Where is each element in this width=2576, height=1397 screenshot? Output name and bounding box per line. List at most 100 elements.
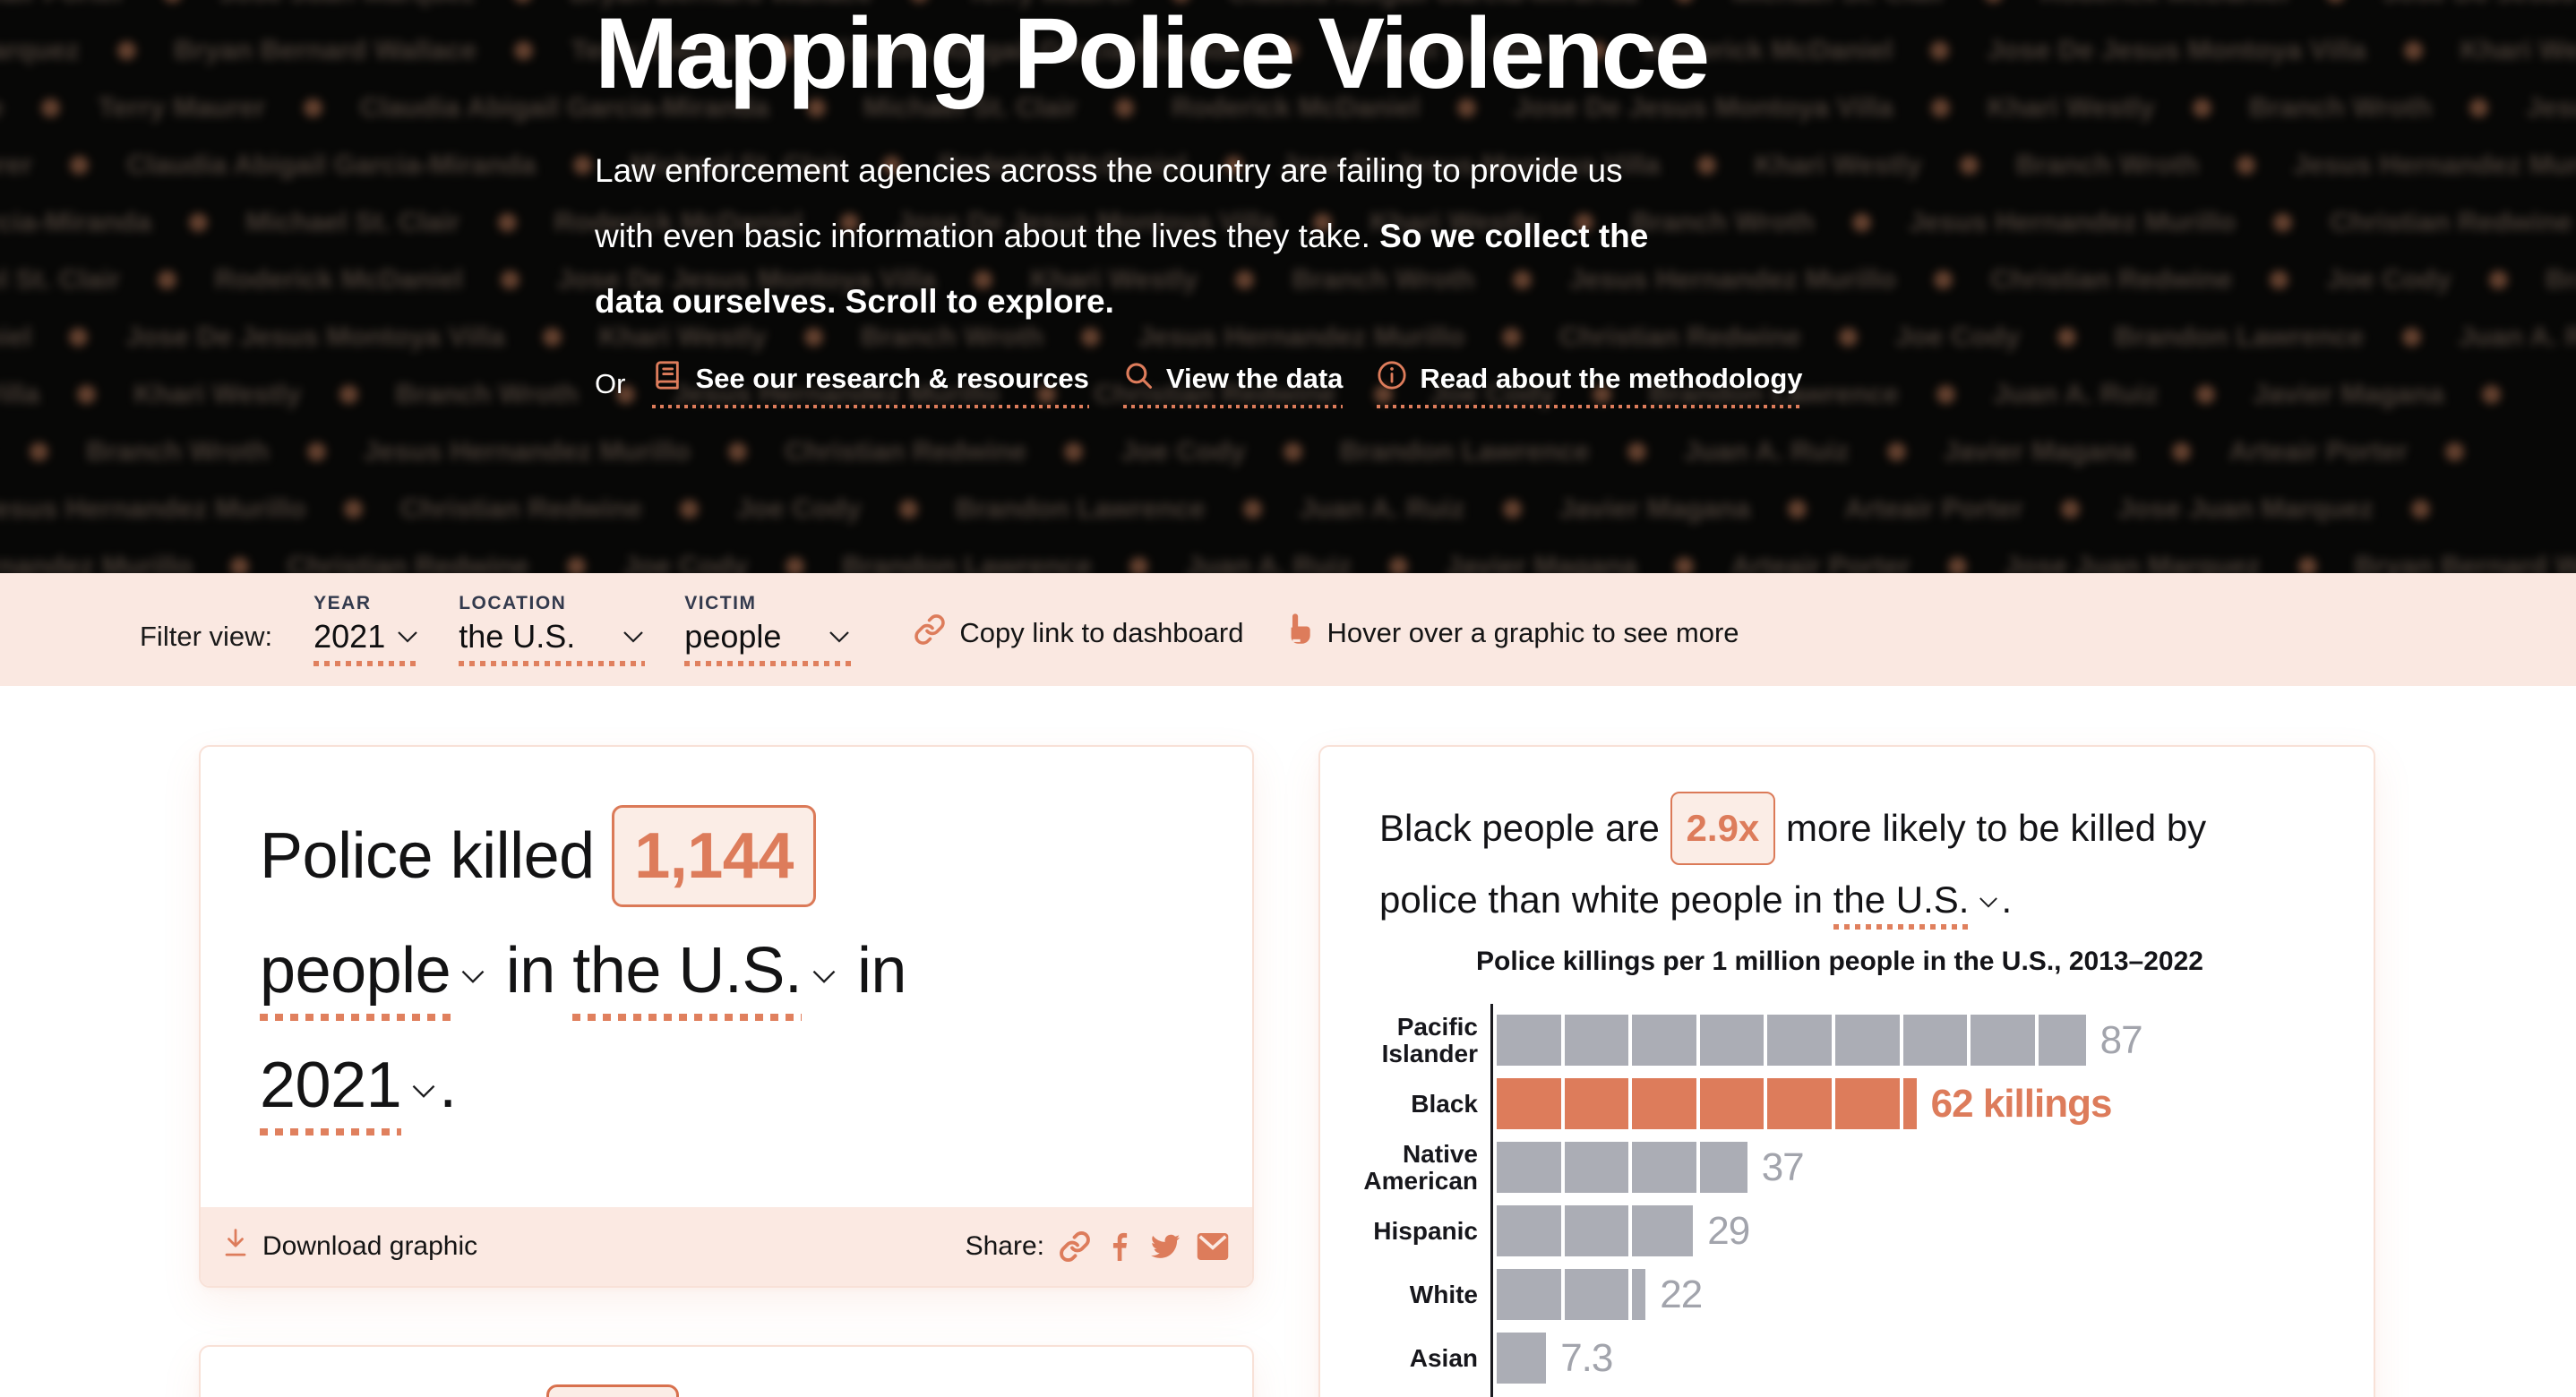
victim-name: Branch Wroth [2015, 149, 2200, 180]
victim-filter-dropdown[interactable]: VICTIM people [684, 593, 852, 666]
separator-dot-icon [2270, 270, 2289, 289]
chart-bar[interactable] [1497, 1142, 1747, 1194]
separator-dot-icon [1674, 556, 1694, 573]
victim-name: Roderick McDaniel [554, 206, 803, 237]
year-filter-label: YEAR [313, 593, 372, 613]
victim-name: Arteair Porter [0, 0, 125, 9]
victim-name: Arteair Porter [2228, 435, 2409, 467]
victim-name: Bryan Bernard Wallace [570, 0, 872, 9]
victim-name: Bryan Bernard Wallace [0, 91, 4, 124]
share-twitter-button[interactable] [1148, 1231, 1182, 1262]
victim-name: Jose De Jesus Montoya Villa [896, 206, 1276, 237]
victim-name: Claudia Abigail Garcia-Miranda [0, 206, 152, 237]
location-filter-dropdown[interactable]: LOCATION the U.S. [459, 593, 646, 666]
year-filter-dropdown[interactable]: YEAR 2021 [313, 593, 420, 666]
research-resources-link[interactable]: See our research & resources [652, 359, 1089, 408]
multiplier-box[interactable]: 2.9x [1670, 792, 1776, 865]
location-filter-label: LOCATION [459, 593, 567, 613]
separator-dot-icon [1457, 98, 1477, 117]
chart-row: Native American 37 [1356, 1141, 2323, 1195]
year-inline-dropdown[interactable]: 2021 [260, 1050, 439, 1136]
download-graphic-button[interactable]: Download graphic [222, 1228, 477, 1265]
victim-name: Joe Cody [2326, 263, 2451, 295]
copy-link-button[interactable]: Copy link to dashboard [914, 606, 1244, 653]
separator-dot-icon [776, 40, 795, 60]
methodology-link[interactable]: Read about the methodology [1377, 359, 1803, 408]
victim-name: Khari Westly [133, 378, 302, 409]
victim-name: Jose De Jesus Montoya Villa [1987, 34, 2366, 65]
dashboard-content: Police killed 1,144 people in the U.S. i… [0, 686, 2576, 1397]
victim-name: Michael St. Clair [0, 263, 121, 295]
location-inline-text: the U.S. [572, 935, 803, 1022]
separator-dot-icon [2445, 441, 2465, 461]
chart-heading: Black people are 2.9x more likely to be … [1356, 792, 2288, 934]
separator-dot-icon [230, 556, 250, 573]
separator-dot-icon [727, 441, 747, 461]
year-filter-text: 2021 [313, 618, 386, 655]
separator-dot-icon [158, 270, 177, 289]
download-graphic-label: Download graphic [262, 1231, 478, 1261]
share-row: Share: [966, 1230, 1229, 1263]
share-email-button[interactable] [1197, 1231, 1229, 1262]
stat-value-box[interactable] [546, 1384, 679, 1397]
victim-inline-dropdown[interactable]: people [260, 935, 488, 1022]
victim-name: Roderick McDaniel [938, 149, 1188, 180]
victim-name: Jose De Jesus Montoya Villa [1514, 91, 1893, 123]
chart-bar[interactable] [1497, 1333, 1547, 1384]
location-inline-dropdown[interactable]: the U.S. [572, 935, 839, 1022]
separator-dot-icon [343, 499, 363, 519]
victim-name: Branch Wroth [1631, 206, 1815, 237]
victim-name: Arteair Porter [1730, 550, 1911, 573]
chevron-down-icon [412, 1085, 435, 1099]
chart-row: Pacific Islander 87 [1356, 1014, 2323, 1067]
stat-mid2: in [856, 935, 907, 1007]
chart-row: Hispanic 29 [1356, 1205, 2323, 1257]
chart-category-label: Black [1411, 1090, 1478, 1118]
view-data-link[interactable]: View the data [1122, 359, 1344, 408]
share-link-button[interactable] [1059, 1230, 1091, 1263]
chart-bar[interactable] [1497, 1269, 1646, 1321]
victim-name: Jose De Jesus Montoya Villa [2383, 0, 2576, 9]
victim-name: Terry Maurer [98, 91, 266, 123]
chart-bar[interactable] [1497, 1205, 1694, 1257]
separator-dot-icon [1930, 40, 1950, 60]
separator-dot-icon [898, 499, 918, 519]
separator-dot-icon [2403, 40, 2423, 60]
separator-dot-icon [1983, 0, 2003, 3]
hero-subtitle-line2: with even basic information about the li… [595, 217, 1380, 254]
hero-subtitle-bold2: data ourselves. Scroll to explore. [595, 282, 1114, 320]
victim-name: Jose Juan Marquez [2004, 550, 2261, 573]
separator-dot-icon [1575, 212, 1594, 232]
share-facebook-button[interactable] [1105, 1231, 1134, 1262]
separator-dot-icon [303, 98, 322, 117]
killings-count-box[interactable]: 1,144 [612, 805, 816, 907]
victim-name: Jesus Hernandez Murillo [1908, 206, 2237, 237]
location-heading-dropdown[interactable]: the U.S. [1833, 878, 2002, 930]
separator-dot-icon [2057, 327, 2077, 347]
separator-dot-icon [69, 327, 89, 347]
research-resources-label: See our research & resources [695, 362, 1089, 394]
victim-name: Jose Juan Marquez [0, 34, 80, 65]
chart-bar[interactable] [1497, 1015, 2086, 1067]
victim-inline-text: people [260, 935, 451, 1022]
chart-row: Asian 7.3 [1356, 1333, 2323, 1384]
victim-name: Javier Magana [1558, 493, 1751, 524]
link-icon [1060, 1230, 1090, 1263]
victim-name: Jesus Hernandez Murillo [363, 435, 691, 467]
info-icon [1377, 360, 1407, 398]
chevron-down-icon [1979, 896, 1998, 908]
separator-dot-icon [1886, 441, 1906, 461]
separator-dot-icon [1064, 441, 1084, 461]
victim-name: Christian Redwine [287, 550, 529, 573]
victim-name-row: Jesus Hernandez Murillo Christian Redwine… [0, 550, 2576, 573]
victim-name: Branch Wroth [2248, 91, 2433, 123]
victim-name: Jesus Hernandez Murillo [2526, 91, 2576, 123]
victim-name: Branch Wroth [395, 378, 579, 409]
hero-subtitle-bold1: So we collect the [1379, 217, 1649, 254]
separator-dot-icon [1502, 327, 1522, 347]
chart-value-label: 62 killings [1930, 1081, 2113, 1126]
separator-dot-icon [1129, 556, 1149, 573]
separator-dot-icon [2297, 556, 2317, 573]
chart-bar[interactable] [1497, 1078, 1917, 1130]
victim-name: Christian Redwine [784, 435, 1027, 467]
